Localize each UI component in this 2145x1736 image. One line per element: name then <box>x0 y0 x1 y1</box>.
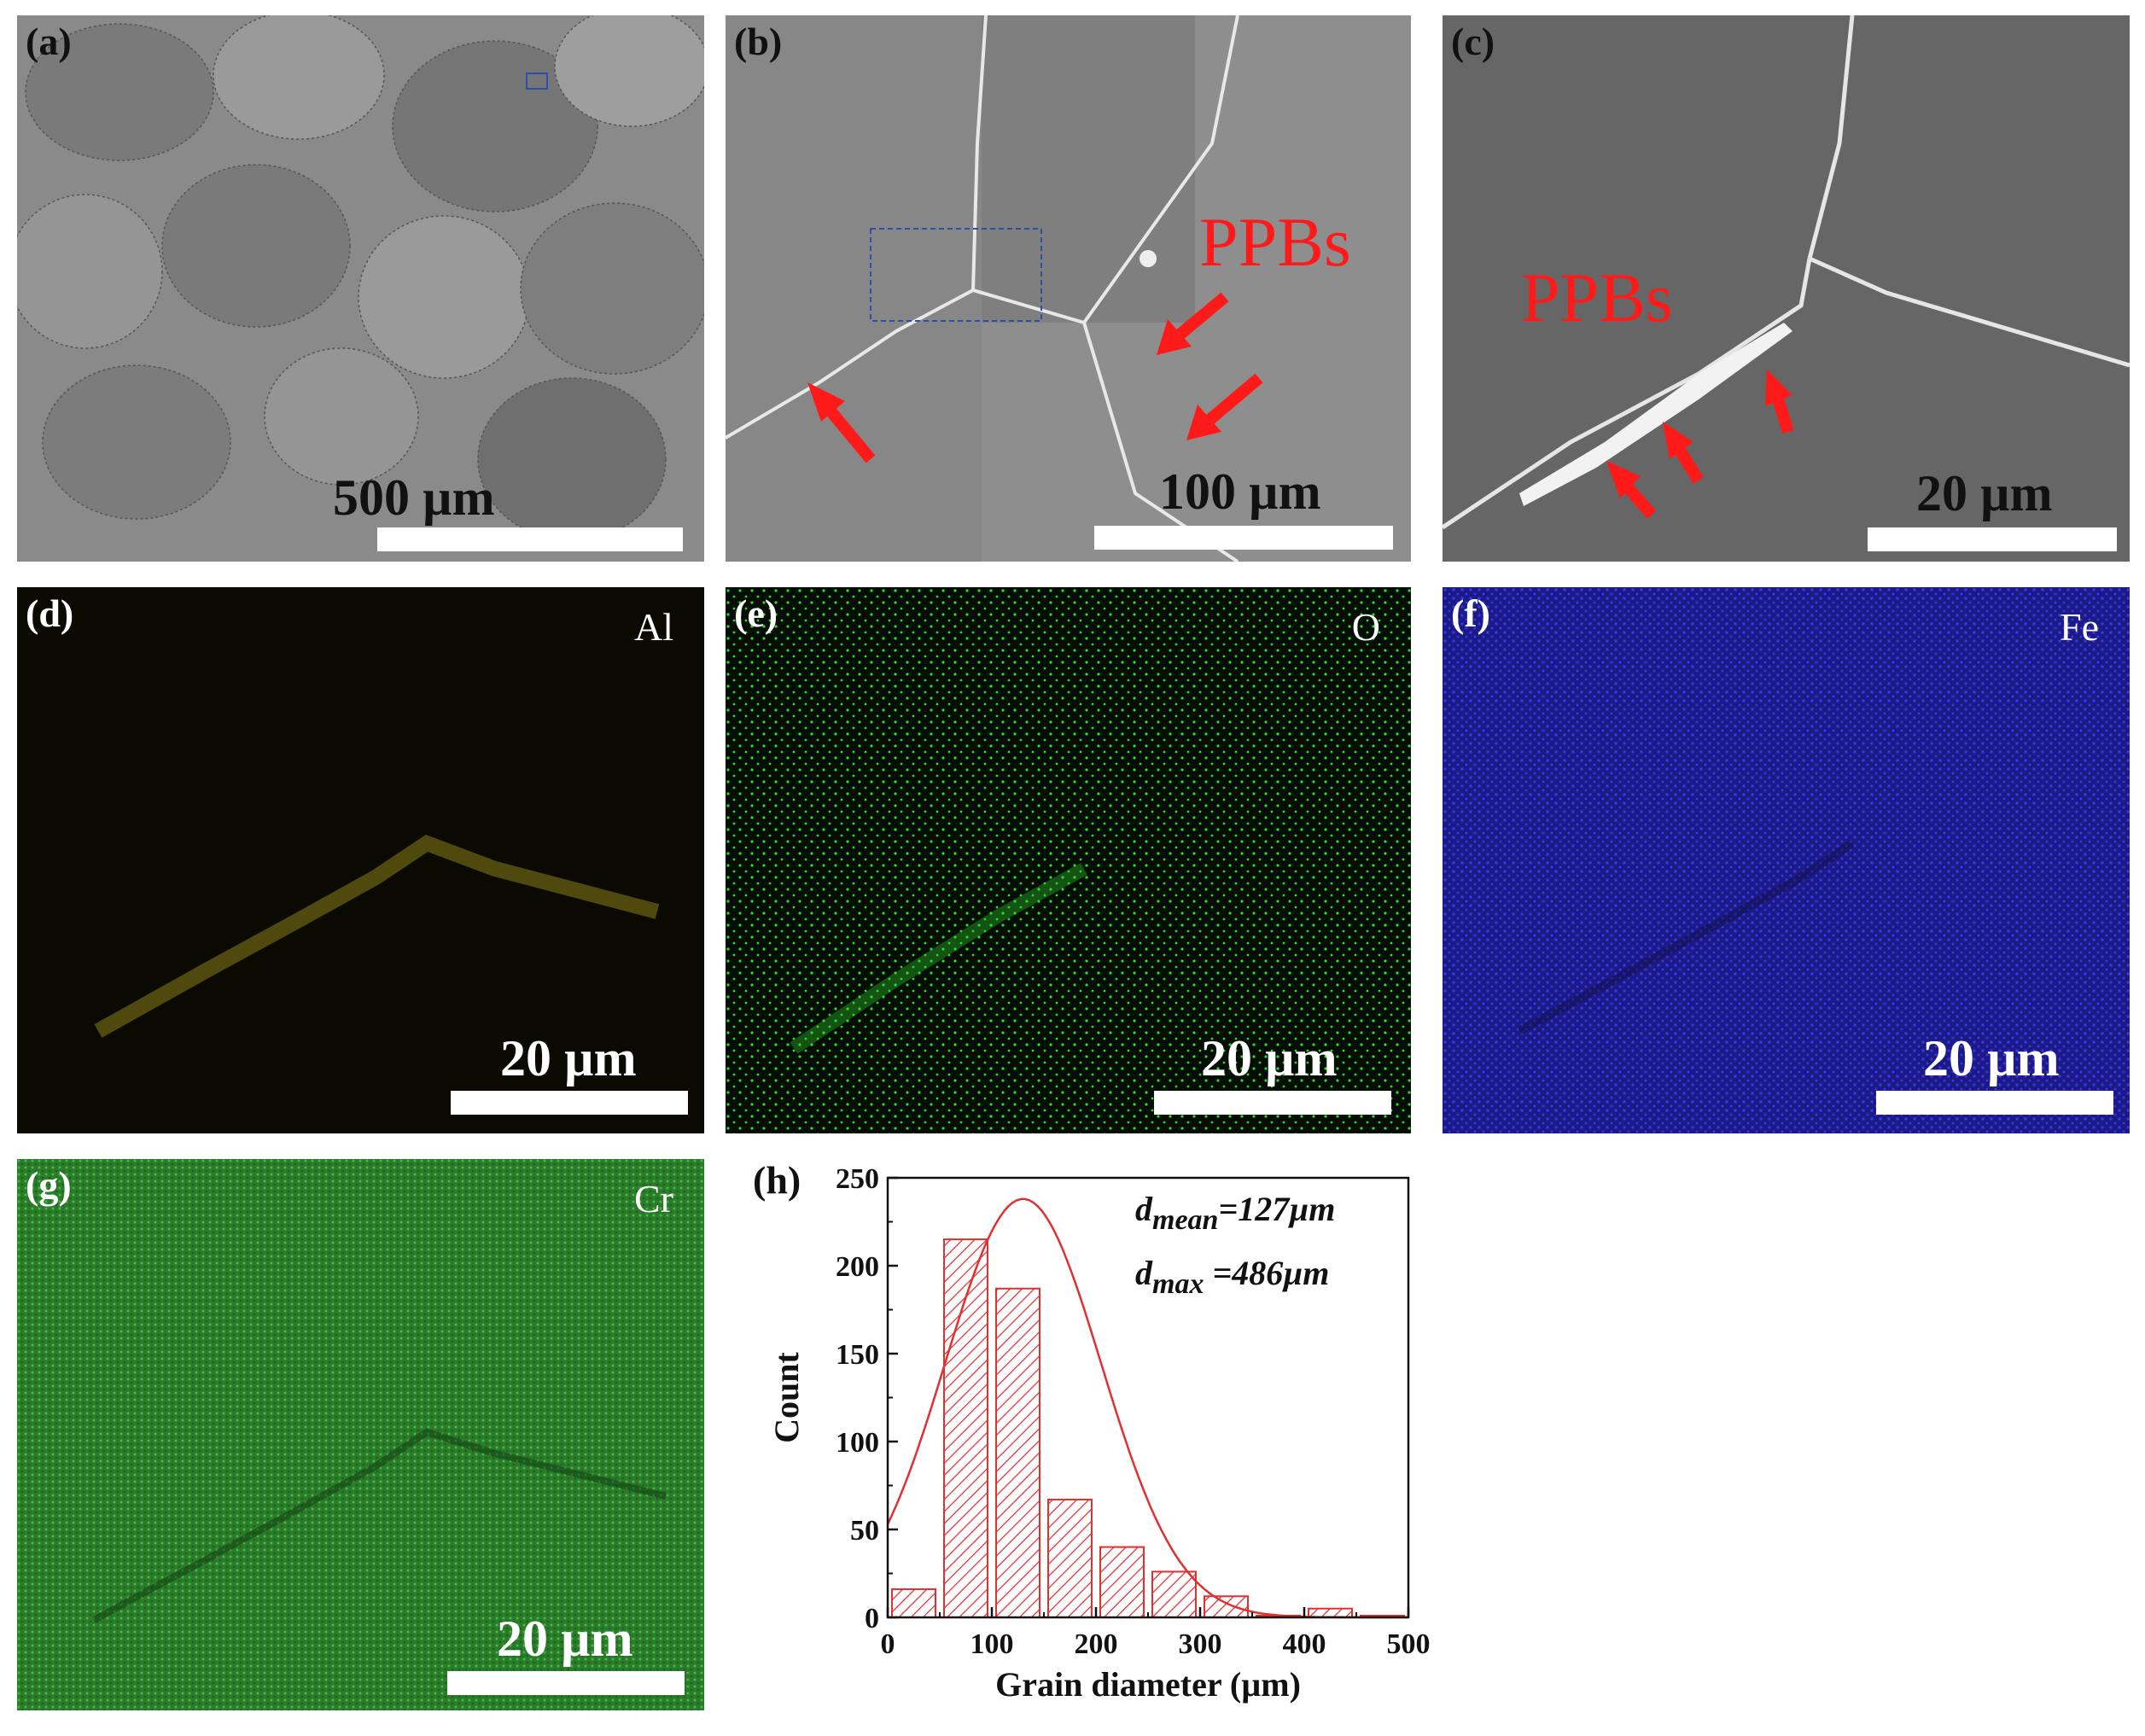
scale-bar <box>1868 527 2117 551</box>
panel-h-grain-size-histogram: (h) 0 100 200 300 400 500 0 50 100 150 200 250 Grai… <box>751 1158 1434 1711</box>
x-tick-label: 500 <box>1387 1628 1431 1660</box>
histogram-bar <box>1151 1570 1197 1619</box>
y-tick-label: 100 <box>836 1427 879 1459</box>
x-tick-label: 400 <box>1283 1628 1326 1660</box>
y-tick-label: 250 <box>836 1163 879 1195</box>
scale-bar-label: 20 µm <box>1923 1030 2060 1086</box>
panel-label: (c) <box>1451 20 1495 63</box>
plot-area: 0 100 200 300 400 500 0 50 100 150 200 250 <box>836 1163 1431 1660</box>
scale-bar <box>377 527 683 551</box>
histogram-bar <box>995 1287 1040 1618</box>
scale-bar <box>447 1671 685 1695</box>
histogram-bar <box>1099 1546 1145 1619</box>
panel-g-eds-cr-map: (g) Cr 20 µm <box>17 1159 704 1710</box>
scale-bar <box>1154 1091 1391 1115</box>
arrow-icons <box>1606 370 1794 519</box>
x-tick-label: 300 <box>1179 1628 1222 1660</box>
scale-bar-label: 500 µm <box>333 469 495 526</box>
sem-grain-texture <box>17 15 704 541</box>
panel-label: (e) <box>734 591 778 635</box>
scale-bar-label: 20 µm <box>500 1030 637 1086</box>
panel-label: (a) <box>26 20 72 63</box>
y-tick-label: 50 <box>850 1515 879 1547</box>
element-label: Cr <box>634 1177 673 1220</box>
scale-bar-label: 20 µm <box>1916 465 2053 521</box>
sem-grain-boundaries <box>726 15 1263 562</box>
histogram-bar <box>1204 1595 1249 1618</box>
ppbs-annotation: PPBs <box>1521 259 1673 336</box>
histogram-bar <box>891 1588 936 1619</box>
element-label: Al <box>634 605 673 649</box>
d-max-annotation: dmax =486µm <box>1135 1254 1329 1300</box>
y-tick-label: 200 <box>836 1251 879 1283</box>
x-axis-label: Grain diameter (µm) <box>995 1665 1301 1704</box>
scale-bar-label: 20 µm <box>497 1611 633 1667</box>
scale-bar <box>1876 1091 2113 1115</box>
x-tick-label: 0 <box>881 1628 895 1660</box>
eds-map <box>1443 587 2130 1133</box>
y-tick-label: 0 <box>865 1603 879 1634</box>
panel-label: (f) <box>1451 591 1490 635</box>
x-tick-label: 200 <box>1075 1628 1118 1660</box>
ppbs-annotation: PPBs <box>1199 203 1351 281</box>
scale-bar <box>1094 526 1393 550</box>
panel-d-eds-al-map: (d) Al 20 µm <box>17 587 704 1133</box>
panel-f-eds-fe-map: (f) Fe 20 µm <box>1443 587 2130 1133</box>
panel-e-eds-o-map: (e) O 20 µm <box>726 587 1411 1133</box>
panel-a-sem-micrograph: (a) 500 µm <box>17 15 704 562</box>
histogram-bar <box>943 1238 988 1618</box>
eds-map <box>726 587 1411 1133</box>
sem-ppb-network <box>1443 15 2130 530</box>
scale-bar-label: 100 µm <box>1159 463 1321 520</box>
element-label: O <box>1351 605 1380 649</box>
histogram-chart: (h) 0 100 200 300 400 500 0 50 100 150 200 250 Grai… <box>753 1158 1431 1704</box>
panel-label: (h) <box>753 1161 801 1202</box>
panel-b-sem-micrograph: (b) PPBs 100 µm <box>726 15 1411 562</box>
panel-label: (g) <box>26 1163 72 1207</box>
histogram-bar <box>1047 1498 1093 1619</box>
x-tick-label: 100 <box>970 1628 1014 1660</box>
panel-label: (b) <box>734 20 783 63</box>
scale-bar <box>451 1091 688 1115</box>
element-label: Fe <box>2060 605 2099 649</box>
panel-c-sem-micrograph: (c) PPBs 20 µm <box>1443 15 2130 562</box>
arrow-icons <box>807 292 1263 463</box>
panel-label: (d) <box>26 591 74 635</box>
eds-map <box>17 1159 704 1710</box>
scale-bar-label: 20 µm <box>1201 1030 1338 1086</box>
y-tick-label: 150 <box>836 1339 879 1371</box>
y-axis-label: Count <box>767 1351 806 1442</box>
eds-map <box>94 834 660 1038</box>
d-mean-annotation: dmean=127µm <box>1135 1190 1335 1236</box>
